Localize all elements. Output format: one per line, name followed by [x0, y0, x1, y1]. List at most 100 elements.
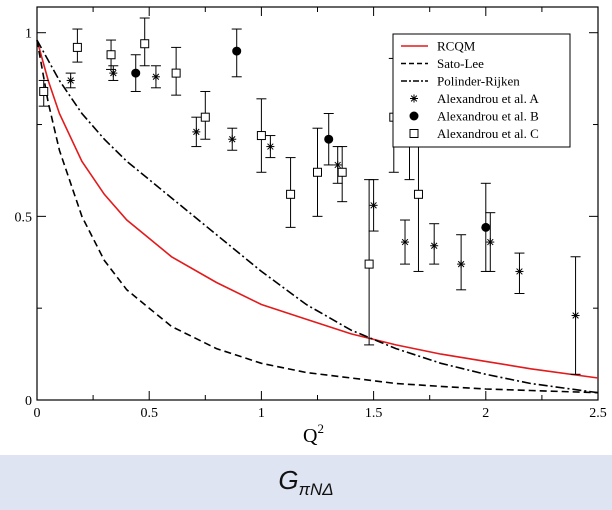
data-point: [130, 54, 141, 92]
data-point: [514, 252, 525, 294]
data-point: [285, 157, 296, 228]
square-marker: [106, 50, 116, 60]
asterisk-stroke: [334, 161, 341, 169]
asterisk-stroke: [401, 238, 409, 246]
y-tick-label: 0.5: [15, 210, 33, 225]
x-axis-label-base: Q: [303, 425, 318, 447]
asterisk-stroke: [487, 238, 494, 246]
data-point: [332, 146, 343, 184]
data-point: [171, 46, 182, 96]
data-point: [337, 146, 348, 203]
legend-entry: Sato-Lee: [401, 56, 484, 71]
curve-rcqm: [36, 39, 599, 379]
data-point: [485, 212, 496, 272]
caption-subscript: πNΔ: [298, 480, 334, 500]
legend-label: Alexandrou et al. C: [437, 126, 539, 141]
asterisk-stroke: [267, 143, 274, 150]
data-point: [38, 79, 49, 107]
axis-labels: 0 0.5 1 1.5 2 2.5 0 0.5 1: [15, 27, 607, 421]
data-point: [108, 65, 119, 81]
axis-ticks: [36, 7, 599, 401]
plot-svg: 0 0.5 1 1.5 2 2.5 0 0.5 1 RCQM Sato-Lee Polinder-R…: [15, 6, 607, 447]
circle-marker: [409, 111, 419, 121]
circle-marker: [324, 134, 334, 144]
legend-entry: Alexandrou et al. A: [410, 91, 539, 106]
curve-sato-lee: [36, 39, 599, 394]
data-point: [191, 116, 202, 148]
circle-marker: [232, 46, 242, 56]
data-point: [429, 223, 440, 265]
legend-label: Sato-Lee: [437, 56, 484, 71]
square-marker: [313, 167, 322, 177]
data-point: [231, 28, 242, 78]
data-point: [312, 127, 323, 217]
asterisk-stroke: [67, 77, 74, 84]
x-tick-label: 2: [482, 406, 489, 421]
series-alexandrou-et-al-b: [130, 28, 491, 272]
data-point: [400, 219, 411, 265]
square-marker: [337, 167, 347, 177]
asterisk-stroke: [370, 202, 377, 209]
data-point: [480, 182, 491, 272]
square-marker: [409, 129, 419, 138]
legend-label: Alexandrou et al. B: [437, 109, 539, 124]
legend: RCQM Sato-Lee Polinder-Rijken Alexandrou et…: [392, 33, 571, 148]
legend-label: RCQM: [437, 39, 476, 54]
y-tick-label: 1: [25, 27, 32, 42]
asterisk-stroke: [430, 242, 438, 249]
square-marker: [413, 189, 423, 199]
data-point: [200, 90, 211, 140]
x-axis-label: Q2: [303, 421, 324, 447]
chart-caption: GπNΔ: [0, 460, 612, 500]
legend-label: Polinder-Rijken: [437, 74, 520, 89]
figure-panel: 0 0.5 1 1.5 2 2.5 0 0.5 1 RCQM Sato-Lee Polinder-R…: [0, 0, 612, 455]
legend-box: [392, 33, 571, 148]
y-tick-label: 0: [25, 394, 32, 409]
data-point: [106, 39, 117, 70]
legend-label: Alexandrou et al. A: [437, 91, 539, 106]
data-point: [150, 65, 161, 89]
data-point: [65, 72, 76, 89]
asterisk-stroke: [193, 128, 200, 136]
legend-entry: RCQM: [401, 39, 476, 54]
data-point: [456, 234, 467, 291]
data-point: [570, 256, 581, 375]
curve-polinder-rijken: [36, 39, 599, 394]
asterisk-stroke: [228, 135, 236, 143]
circle-marker: [481, 222, 491, 232]
series-alexandrou-et-al-c: [38, 17, 424, 346]
x-tick-label: 1: [258, 406, 265, 421]
square-marker: [364, 259, 374, 269]
square-marker: [72, 42, 82, 52]
data-point: [139, 17, 150, 67]
asterisk-stroke: [572, 312, 579, 319]
data-point: [256, 98, 267, 173]
x-tick-label: 1.5: [365, 406, 383, 421]
square-marker: [200, 112, 210, 122]
model-curves: [36, 39, 599, 394]
square-marker: [256, 131, 266, 141]
asterisk-stroke: [410, 95, 418, 102]
data-point: [72, 28, 83, 63]
legend-entry: Alexandrou et al. C: [409, 126, 539, 141]
square-marker: [286, 189, 296, 199]
data-point: [368, 179, 379, 232]
x-tick-label: 0.5: [140, 406, 158, 421]
caption-main: G: [278, 465, 299, 495]
asterisk-stroke: [457, 260, 465, 268]
x-axis-label-superscript: 2: [317, 421, 324, 436]
legend-entry: Polinder-Rijken: [401, 74, 520, 89]
x-tick-label: 2.5: [589, 406, 607, 421]
legend-entry: Alexandrou et al. B: [409, 109, 539, 124]
square-marker: [140, 39, 150, 49]
asterisk-stroke: [110, 69, 117, 77]
data-point: [265, 135, 276, 159]
data-point: [364, 179, 375, 346]
square-marker: [171, 68, 181, 78]
circle-marker: [131, 68, 141, 78]
data-point: [323, 113, 334, 166]
series-alexandrou-et-al-a: [65, 65, 581, 375]
data-points: [38, 17, 581, 375]
data-point: [227, 127, 238, 151]
asterisk-stroke: [152, 73, 160, 81]
